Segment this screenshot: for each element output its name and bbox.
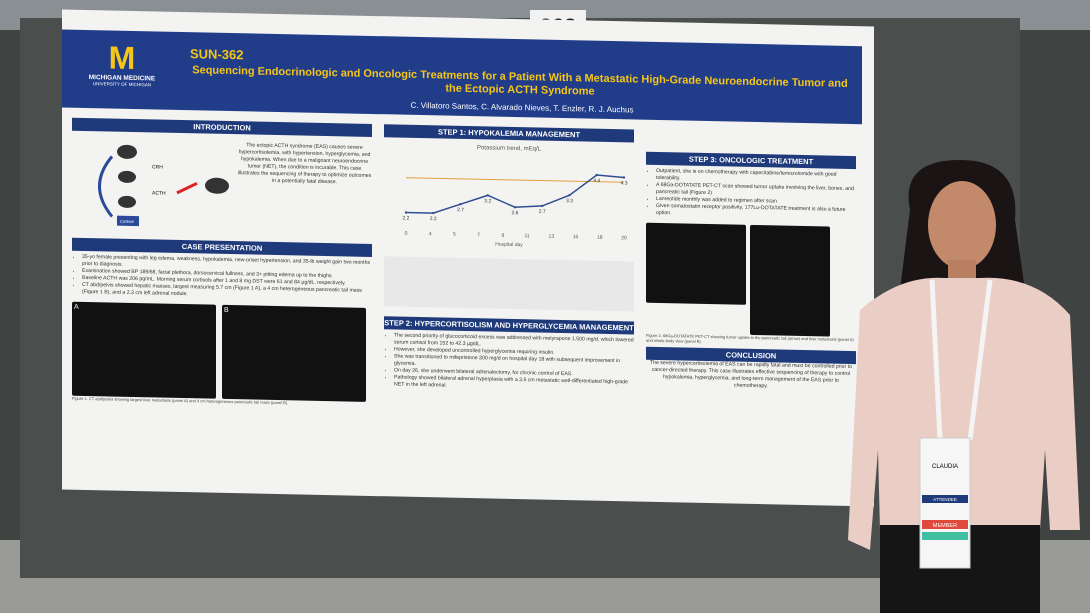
x-tick-label: 15	[573, 234, 579, 240]
potassium-point	[432, 211, 435, 215]
value-label: 2.6	[512, 210, 519, 216]
potassium-point	[486, 194, 489, 197]
poster: M MICHIGAN MEDICINE UNIVERSITY OF MICHIG…	[62, 9, 874, 507]
potassium-point	[595, 173, 598, 177]
potassium-point	[513, 206, 517, 209]
value-label: 2.2	[403, 215, 410, 221]
section-heading: STEP 3: ONCOLOGIC TREATMENT	[646, 151, 856, 170]
badge-name: CLAUDIA	[932, 464, 958, 470]
x-tick-label: 5	[453, 232, 456, 238]
ribbon	[922, 520, 968, 529]
value-label: 2.7	[539, 209, 546, 215]
diagram-label: CRH	[152, 164, 163, 170]
pet-panel	[750, 225, 830, 337]
tumor-icon	[205, 177, 229, 194]
pet-panel	[646, 222, 746, 305]
case: CASE PRESENTATION 35-yo female presentin…	[72, 237, 372, 407]
section-heading: STEP 2: HYPERCORTISOLISM AND HYPERGLYCEM…	[384, 316, 634, 335]
potassium-point	[568, 193, 571, 197]
lab-table	[384, 256, 634, 312]
value-label: 4.3	[621, 180, 628, 186]
diagram-label: Cortisol	[120, 219, 134, 224]
diagram-label: ACTH	[152, 190, 166, 196]
ct-panel: A	[72, 301, 216, 399]
adrenal-icon	[118, 195, 136, 208]
potassium-point	[622, 176, 626, 179]
value-label: 3.3	[566, 198, 573, 204]
arrow	[98, 155, 114, 218]
logo-sub: UNIVERSITY OF MICHIGAN	[92, 81, 152, 88]
conclusion-text: The severe hypercortisolemia of EAS can …	[649, 359, 853, 390]
x-tick-label: 9	[501, 233, 504, 239]
case-list: 35-yo female presenting with leg edema, …	[72, 254, 372, 302]
ribbon	[922, 532, 968, 540]
x-tick-label: 13	[549, 234, 555, 240]
badge-band	[922, 495, 968, 503]
x-tick-label: 0	[405, 231, 408, 237]
step3: STEP 3: ONCOLOGIC TREATMENT Outpatient, …	[646, 151, 856, 393]
badge-role: ATTENDEE	[933, 497, 957, 502]
logo: M MICHIGAN MEDICINE UNIVERSITY OF MICHIG…	[72, 39, 172, 102]
value-label: 2.2	[430, 216, 437, 222]
value-label: 3.2	[484, 198, 491, 204]
step2: STEP 2: HYPERCORTISOLISM AND HYPERGLYCEM…	[384, 316, 634, 393]
poster-code: SUN-362	[190, 46, 244, 63]
red-arrow	[176, 181, 198, 195]
x-axis-label: Hospital day	[495, 242, 523, 249]
potassium-point	[541, 204, 544, 208]
bullet: Given somatostatin receptor positivity, …	[656, 203, 856, 221]
intro-text: The ectopic ACTH syndrome (EAS) causes s…	[237, 142, 372, 186]
ribbon-text: MEMBER	[933, 523, 957, 529]
face	[928, 181, 996, 269]
potassium-point	[404, 211, 408, 214]
logo-m: M	[108, 39, 136, 77]
brain-icon	[117, 144, 137, 159]
figure-2	[646, 222, 856, 337]
value-label: 4.4	[593, 178, 600, 184]
step1: STEP 1: HYPOKALEMIA MANAGEMENT Potassium…	[384, 124, 634, 312]
potassium-chart: Potassium trend, mEq/L Hospital day 0 4 5 7…	[403, 145, 628, 249]
cortisol-box	[117, 215, 139, 227]
lanyard	[929, 279, 993, 441]
x-tick-label: 18	[597, 235, 603, 241]
blouse	[848, 277, 1080, 550]
potassium-point	[459, 203, 462, 206]
hpa-diagram: CRH ACTH Cortisol	[98, 144, 229, 227]
chart-title: Potassium trend, mEq/L	[477, 145, 542, 152]
person: CLAUDIA ATTENDEE MEMBER	[848, 160, 1080, 613]
x-tick-label: 7	[477, 232, 480, 238]
value-label: 2.7	[457, 207, 464, 213]
x-tick-label: 11	[525, 233, 530, 239]
step3-list: Outpatient, she is on chemotherapy with …	[646, 168, 856, 222]
step2-list: The second priority of glucocorticoid ex…	[384, 332, 634, 393]
x-tick-label: 4	[429, 231, 432, 237]
intro: INTRODUCTION CRH ACTH Cortisol The ectop…	[72, 117, 372, 237]
pituitary-icon	[118, 170, 136, 183]
x-tick-label: 20	[621, 235, 627, 241]
ct-panel: B	[222, 304, 366, 402]
figure-1: A B	[72, 301, 372, 402]
